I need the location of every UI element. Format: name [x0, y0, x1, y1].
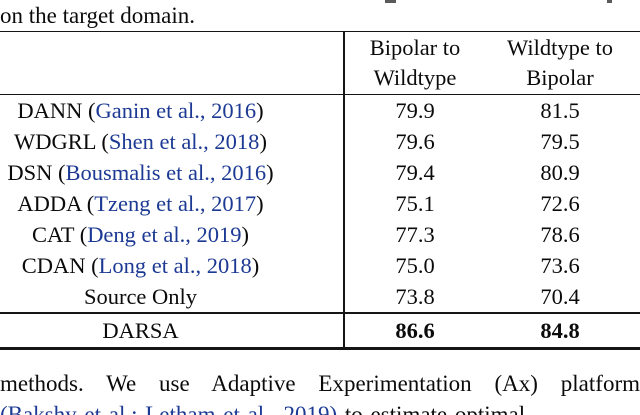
- score-bipolar-to-wildtype: 75.1: [395, 191, 435, 216]
- method-name: ADDA (: [17, 191, 95, 216]
- score-wildtype-to-bipolar: 73.6: [540, 253, 580, 278]
- method-name: DANN (: [17, 98, 96, 123]
- body-paragraph: methods. We use Adaptive Experimentation…: [0, 368, 640, 415]
- method-label: Source Only: [83, 284, 198, 309]
- caption-tail-text: on the target domain.: [0, 3, 196, 28]
- score-bipolar-to-wildtype: 79.9: [395, 98, 435, 123]
- table-row: DSN (Bousmalis et al., 2016) 79.4 80.9: [0, 157, 640, 188]
- method-name: CDAN (: [21, 253, 99, 278]
- paragraph-line-clipped: (Bakshy et al.; Letham et al., 2019) to …: [0, 399, 640, 415]
- citation-link[interactable]: Tzeng et al., 2017: [94, 191, 257, 216]
- table-row: ADDA (Tzeng et al., 2017) 75.1 72.6: [0, 188, 640, 219]
- method-label: CDAN (Long et al., 2018): [0, 250, 343, 281]
- score-wildtype-to-bipolar: 81.5: [540, 98, 580, 123]
- method-name: ): [251, 253, 260, 278]
- col-header-line: Bipolar: [526, 65, 594, 90]
- darsa-label: DARSA: [102, 318, 179, 343]
- citation-link[interactable]: Bousmalis et al., 2016: [65, 160, 267, 185]
- method-label: DANN (Ganin et al., 2016): [0, 95, 343, 126]
- citation-link[interactable]: Ganin et al., 2016: [95, 98, 257, 123]
- citation-link[interactable]: Deng et al., 2019: [87, 222, 242, 247]
- score-bipolar-to-wildtype: 79.6: [395, 129, 435, 154]
- table-row: DANN (Ganin et al., 2016) 79.9 81.5: [0, 95, 640, 126]
- method-label: ADDA (Tzeng et al., 2017): [0, 188, 343, 219]
- table-body: DANN (Ganin et al., 2016) 79.9 81.5 WDGRL (…: [0, 95, 640, 312]
- table-row: Source Only 73.8 70.4: [0, 281, 640, 312]
- darsa-result-row: DARSA 86.6 84.8: [0, 312, 640, 347]
- method-name: ): [241, 222, 250, 247]
- method-name: CAT (: [31, 222, 88, 247]
- method-name: ): [259, 129, 267, 154]
- method-name: ): [256, 98, 264, 123]
- method-label: DSN (Bousmalis et al., 2016): [0, 157, 343, 188]
- method-label: WDGRL (Shen et al., 2018): [0, 126, 343, 157]
- header-empty-cell: [0, 33, 343, 93]
- table-header-row: Bipolar to Wildtype Wildtype to Bipolar: [0, 32, 640, 95]
- table-row: CAT (Deng et al., 2019) 77.3 78.6: [0, 219, 640, 250]
- method-label: CAT (Deng et al., 2019): [0, 219, 343, 250]
- method-name: WDGRL (: [14, 129, 109, 154]
- table-row: CDAN (Long et al., 2018) 75.0 73.6: [0, 250, 640, 281]
- score-bipolar-to-wildtype: 75.0: [395, 253, 435, 278]
- col-header-bipolar-to-wildtype: Bipolar to Wildtype: [343, 33, 487, 93]
- score-wildtype-to-bipolar: 70.4: [540, 284, 580, 309]
- citation-link[interactable]: (Bakshy et al.; Letham et al., 2019): [0, 402, 338, 415]
- results-table: Bipolar to Wildtype Wildtype to Bipolar …: [0, 31, 640, 350]
- method-name: DSN (: [7, 160, 66, 185]
- col-header-line: Wildtype: [373, 65, 457, 90]
- score-wildtype-to-bipolar: 80.9: [540, 160, 580, 185]
- paragraph-line: methods. We use Adaptive Experimentation…: [0, 371, 640, 396]
- score-wildtype-to-bipolar: 78.6: [540, 222, 580, 247]
- score-bipolar-to-wildtype: 77.3: [395, 222, 435, 247]
- score-wildtype-to-bipolar: 79.5: [540, 129, 580, 154]
- table-vertical-divider: [343, 32, 345, 347]
- citation-link[interactable]: Long et al., 2018: [98, 253, 252, 278]
- method-name: ): [256, 191, 264, 216]
- cropped-text-fragment: [385, 0, 396, 3]
- cropped-text-fragment: [607, 0, 612, 3]
- col-header-line: Bipolar to: [369, 35, 461, 60]
- darsa-score-bipolar-to-wildtype: 86.6: [395, 318, 435, 343]
- table-row: WDGRL (Shen et al., 2018) 79.6 79.5: [0, 126, 640, 157]
- score-bipolar-to-wildtype: 73.8: [395, 284, 435, 309]
- method-name: ): [266, 160, 274, 185]
- paragraph-text-fragment: to estimate optimal: [337, 402, 526, 415]
- citation-link[interactable]: Shen et al., 2018: [108, 129, 260, 154]
- score-wildtype-to-bipolar: 72.6: [540, 191, 580, 216]
- col-header-wildtype-to-bipolar: Wildtype to Bipolar: [487, 33, 640, 93]
- col-header-line: Wildtype to: [507, 35, 613, 60]
- score-bipolar-to-wildtype: 79.4: [395, 160, 435, 185]
- darsa-score-wildtype-to-bipolar: 84.8: [540, 318, 580, 343]
